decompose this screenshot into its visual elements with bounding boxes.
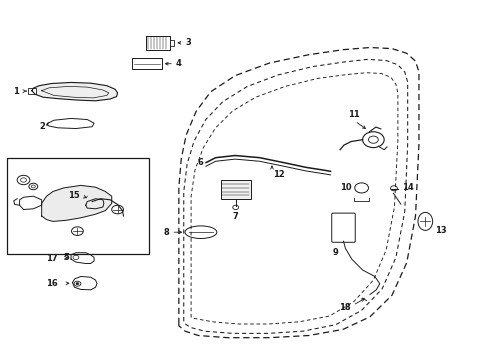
Text: 7: 7 — [233, 212, 239, 221]
Polygon shape — [32, 82, 118, 101]
Text: 13: 13 — [435, 226, 447, 235]
Polygon shape — [42, 185, 112, 221]
Text: 5: 5 — [63, 253, 69, 262]
Text: 16: 16 — [46, 279, 58, 288]
FancyBboxPatch shape — [132, 58, 162, 69]
Text: 6: 6 — [197, 158, 203, 167]
FancyBboxPatch shape — [220, 180, 251, 199]
Text: 10: 10 — [340, 184, 352, 193]
Text: 2: 2 — [39, 122, 45, 131]
Text: 17: 17 — [46, 253, 58, 263]
FancyBboxPatch shape — [146, 36, 170, 50]
FancyBboxPatch shape — [28, 88, 36, 94]
Text: 12: 12 — [273, 170, 285, 179]
Text: 9: 9 — [333, 248, 339, 257]
Text: 18: 18 — [339, 302, 350, 311]
FancyBboxPatch shape — [170, 40, 174, 46]
Text: 8: 8 — [164, 228, 170, 237]
FancyBboxPatch shape — [332, 213, 355, 242]
FancyBboxPatch shape — [7, 158, 149, 254]
Circle shape — [76, 283, 79, 285]
Text: 15: 15 — [68, 191, 79, 199]
Text: 14: 14 — [402, 183, 414, 192]
Text: 1: 1 — [13, 87, 19, 96]
Ellipse shape — [418, 212, 433, 230]
Text: 3: 3 — [185, 39, 191, 48]
Ellipse shape — [185, 226, 217, 239]
Text: 11: 11 — [348, 110, 360, 119]
Text: 4: 4 — [175, 59, 181, 68]
